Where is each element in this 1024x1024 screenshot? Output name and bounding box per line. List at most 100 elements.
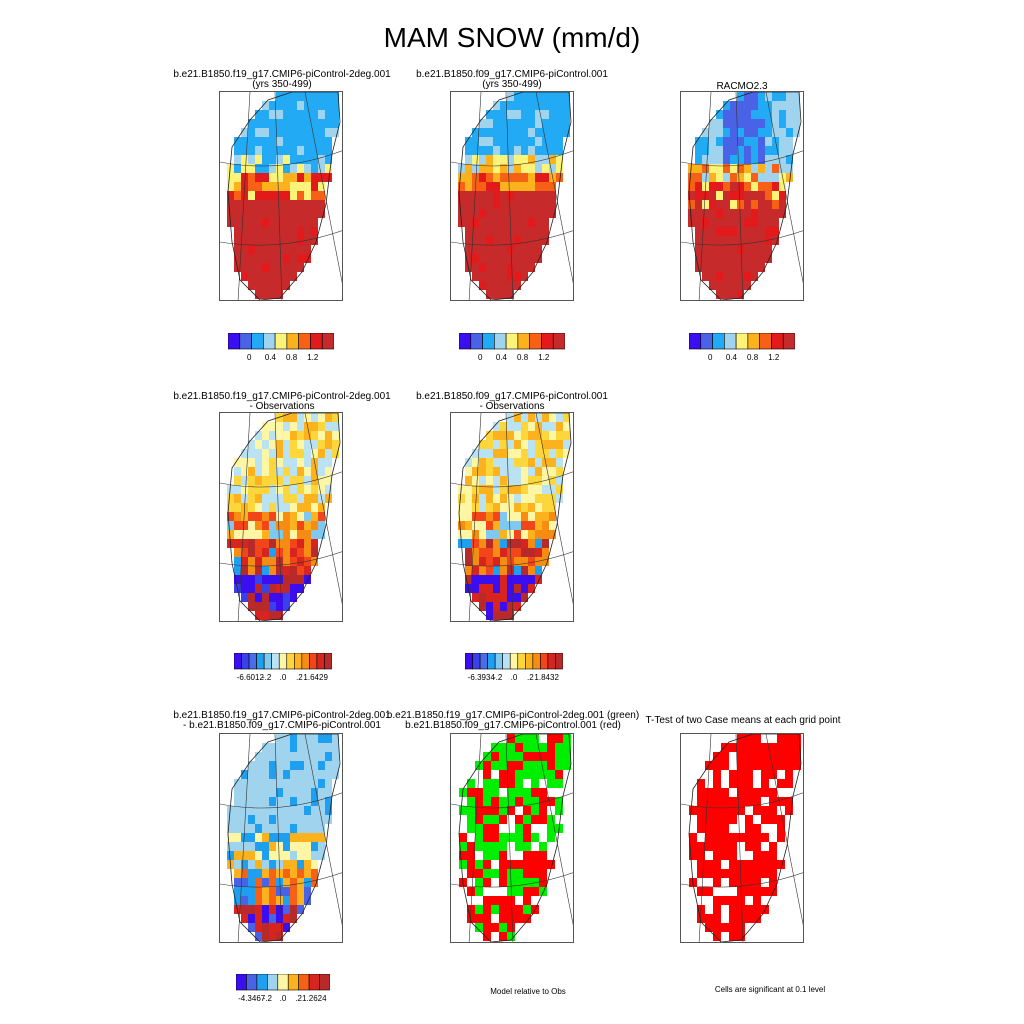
grid-cell xyxy=(769,851,777,860)
grid-cell xyxy=(730,119,737,128)
grid-cell xyxy=(318,110,325,119)
grid-cell xyxy=(523,824,531,833)
grid-cell xyxy=(515,914,523,923)
grid-cell xyxy=(290,806,297,815)
grid-cell xyxy=(276,584,283,593)
grid-cell xyxy=(723,218,730,227)
grid-cell xyxy=(765,164,772,173)
grid-cell xyxy=(713,833,721,842)
grid-cell xyxy=(467,860,475,869)
colorbar-swatch xyxy=(688,332,702,350)
grid-cell xyxy=(248,218,255,227)
map-svg xyxy=(451,92,573,300)
grid-cell xyxy=(542,431,549,440)
colorbar-swatch xyxy=(271,652,280,670)
grid-cell xyxy=(262,218,269,227)
grid-cell xyxy=(318,521,325,530)
map-panel-1 xyxy=(219,91,343,301)
grid-cell xyxy=(269,485,276,494)
colorbar-swatch xyxy=(525,652,534,670)
grid-cell xyxy=(785,743,793,752)
grid-cell xyxy=(493,173,500,182)
grid-cell xyxy=(283,173,290,182)
grid-cell xyxy=(514,557,521,566)
grid-cell xyxy=(290,842,297,851)
grid-cell xyxy=(535,494,542,503)
grid-cell xyxy=(528,209,535,218)
grid-cell xyxy=(500,422,507,431)
colorbar-tick-label: .0 xyxy=(510,673,518,682)
grid-cell xyxy=(472,173,479,182)
grid-cell xyxy=(248,761,255,770)
grid-cell xyxy=(483,752,491,761)
grid-cell xyxy=(528,191,535,200)
grid-cell xyxy=(467,869,475,878)
grid-cell xyxy=(262,896,269,905)
grid-cell xyxy=(523,734,531,743)
grid-cell xyxy=(491,833,499,842)
grid-cell xyxy=(269,914,276,923)
colorbar-svg xyxy=(235,973,331,991)
grid-cell xyxy=(325,92,332,101)
grid-cell xyxy=(248,770,255,779)
grid-cell xyxy=(713,815,721,824)
graticule-line xyxy=(451,471,573,488)
grid-cell xyxy=(765,128,772,137)
grid-cell xyxy=(753,824,761,833)
grid-cell xyxy=(695,191,702,200)
grid-cell xyxy=(521,209,528,218)
grid-cell xyxy=(777,734,785,743)
coastline xyxy=(227,734,341,942)
grid-cell xyxy=(304,770,311,779)
grid-cell xyxy=(318,476,325,485)
grid-cell xyxy=(709,272,716,281)
grid-cell xyxy=(234,539,241,548)
grid-cell xyxy=(697,788,705,797)
grid-cell xyxy=(777,779,785,788)
grid-cell xyxy=(758,137,765,146)
grid-cell xyxy=(514,254,521,263)
graticule-line xyxy=(237,734,251,942)
grid-cell xyxy=(730,209,737,218)
grid-cell xyxy=(542,110,549,119)
grid-cell xyxy=(234,173,241,182)
grid-cell xyxy=(737,779,745,788)
grid-cell xyxy=(283,743,290,752)
grid-cell xyxy=(472,476,479,485)
grid-cell xyxy=(500,209,507,218)
grid-cell xyxy=(248,458,255,467)
grid-cell xyxy=(556,146,563,155)
grid-cell xyxy=(255,272,262,281)
grid-cell xyxy=(283,146,290,155)
grid-cell xyxy=(297,566,304,575)
grid-cell xyxy=(493,200,500,209)
grid-cell xyxy=(325,155,332,164)
grid-cell xyxy=(549,155,556,164)
grid-cell xyxy=(555,770,563,779)
grid-cell xyxy=(227,530,234,539)
grid-cell xyxy=(751,254,758,263)
grid-cell xyxy=(297,182,304,191)
grid-cell xyxy=(542,467,549,476)
grid-cell xyxy=(227,485,234,494)
grid-cell xyxy=(332,101,339,110)
grid-cell xyxy=(761,743,769,752)
grid-cell xyxy=(311,530,318,539)
grid-cell xyxy=(290,878,297,887)
grid-cell xyxy=(729,806,737,815)
grid-cell xyxy=(729,878,737,887)
graticule-line xyxy=(735,734,744,942)
grid-cell xyxy=(234,878,241,887)
grid-cell xyxy=(737,905,745,914)
grid-cell xyxy=(695,173,702,182)
grid-cell xyxy=(737,137,744,146)
grid-cell xyxy=(500,227,507,236)
grid-cell xyxy=(479,254,486,263)
grid-cell xyxy=(276,602,283,611)
grid-cell xyxy=(500,602,507,611)
grid-cell xyxy=(737,860,745,869)
grid-cell xyxy=(507,896,515,905)
grid-cell xyxy=(255,593,262,602)
grid-cell xyxy=(772,209,779,218)
colorbar-swatch xyxy=(472,652,481,670)
